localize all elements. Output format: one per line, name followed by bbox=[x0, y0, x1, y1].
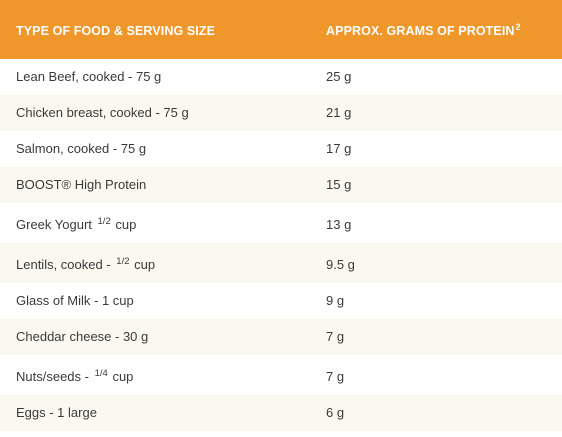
protein-cell: 9 g bbox=[326, 293, 345, 308]
fraction: 1/4 bbox=[94, 368, 108, 379]
table-row: Salmon, cooked - 75 g 17 g bbox=[0, 131, 562, 167]
table-row: Lentils, cooked - 1/2 cup 9.5 g bbox=[0, 243, 562, 283]
food-cell: Cheddar cheese - 30 g bbox=[16, 329, 149, 344]
protein-cell: 15 g bbox=[326, 177, 352, 192]
protein-cell: 25 g bbox=[326, 69, 352, 84]
food-cell: Lean Beef, cooked - 75 g bbox=[16, 69, 162, 84]
food-cell: Salmon, cooked - 75 g bbox=[16, 141, 147, 156]
food-cell: BOOST® High Protein bbox=[16, 177, 147, 192]
table-row: Nuts/seeds - 1/4 cup 7 g bbox=[0, 355, 562, 395]
food-text: Nuts/seeds - bbox=[16, 369, 89, 384]
protein-cell: 17 g bbox=[326, 141, 352, 156]
food-cell: Glass of Milk - 1 cup bbox=[16, 293, 134, 308]
protein-cell: 9.5 g bbox=[326, 257, 355, 272]
food-cell: Nuts/seeds - 1/4 cup bbox=[16, 368, 134, 384]
food-text: Greek Yogurt bbox=[16, 217, 92, 232]
table-row: Greek Yogurt 1/2 cup 13 g bbox=[0, 203, 562, 243]
food-unit: cup bbox=[112, 369, 134, 384]
protein-cell: 21 g bbox=[326, 105, 352, 120]
protein-cell: 7 g bbox=[326, 369, 345, 384]
food-unit: cup bbox=[115, 217, 137, 232]
food-text: Lentils, cooked - bbox=[16, 257, 111, 272]
food-cell: Chicken breast, cooked - 75 g bbox=[16, 105, 189, 120]
table-row-partial bbox=[0, 431, 562, 437]
food-cell: Greek Yogurt 1/2 cup bbox=[16, 216, 137, 232]
header-protein-column: APPROX. GRAMS OF PROTEIN2 bbox=[326, 22, 521, 38]
fraction: 1/2 bbox=[116, 256, 130, 267]
table-row: Lean Beef, cooked - 75 g 25 g bbox=[0, 59, 562, 95]
protein-cell: 13 g bbox=[326, 217, 352, 232]
footnote-marker: 2 bbox=[515, 22, 521, 32]
food-cell: Lentils, cooked - 1/2 cup bbox=[16, 256, 156, 272]
header-protein-label: APPROX. GRAMS OF PROTEIN bbox=[326, 24, 515, 38]
protein-cell: 6 g bbox=[326, 405, 345, 420]
table-row: Cheddar cheese - 30 g 7 g bbox=[0, 319, 562, 355]
fraction: 1/2 bbox=[97, 216, 111, 227]
table-row: Glass of Milk - 1 cup 9 g bbox=[0, 283, 562, 319]
table-row: BOOST® High Protein 15 g bbox=[0, 167, 562, 203]
table-header: TYPE OF FOOD & SERVING SIZE APPROX. GRAM… bbox=[0, 0, 562, 59]
food-unit: cup bbox=[134, 257, 156, 272]
protein-cell: 7 g bbox=[326, 329, 345, 344]
food-cell: Eggs - 1 large bbox=[16, 405, 97, 420]
table-row: Eggs - 1 large 6 g bbox=[0, 395, 562, 431]
table-row: Chicken breast, cooked - 75 g 21 g bbox=[0, 95, 562, 131]
header-food-column: TYPE OF FOOD & SERVING SIZE bbox=[16, 24, 216, 38]
